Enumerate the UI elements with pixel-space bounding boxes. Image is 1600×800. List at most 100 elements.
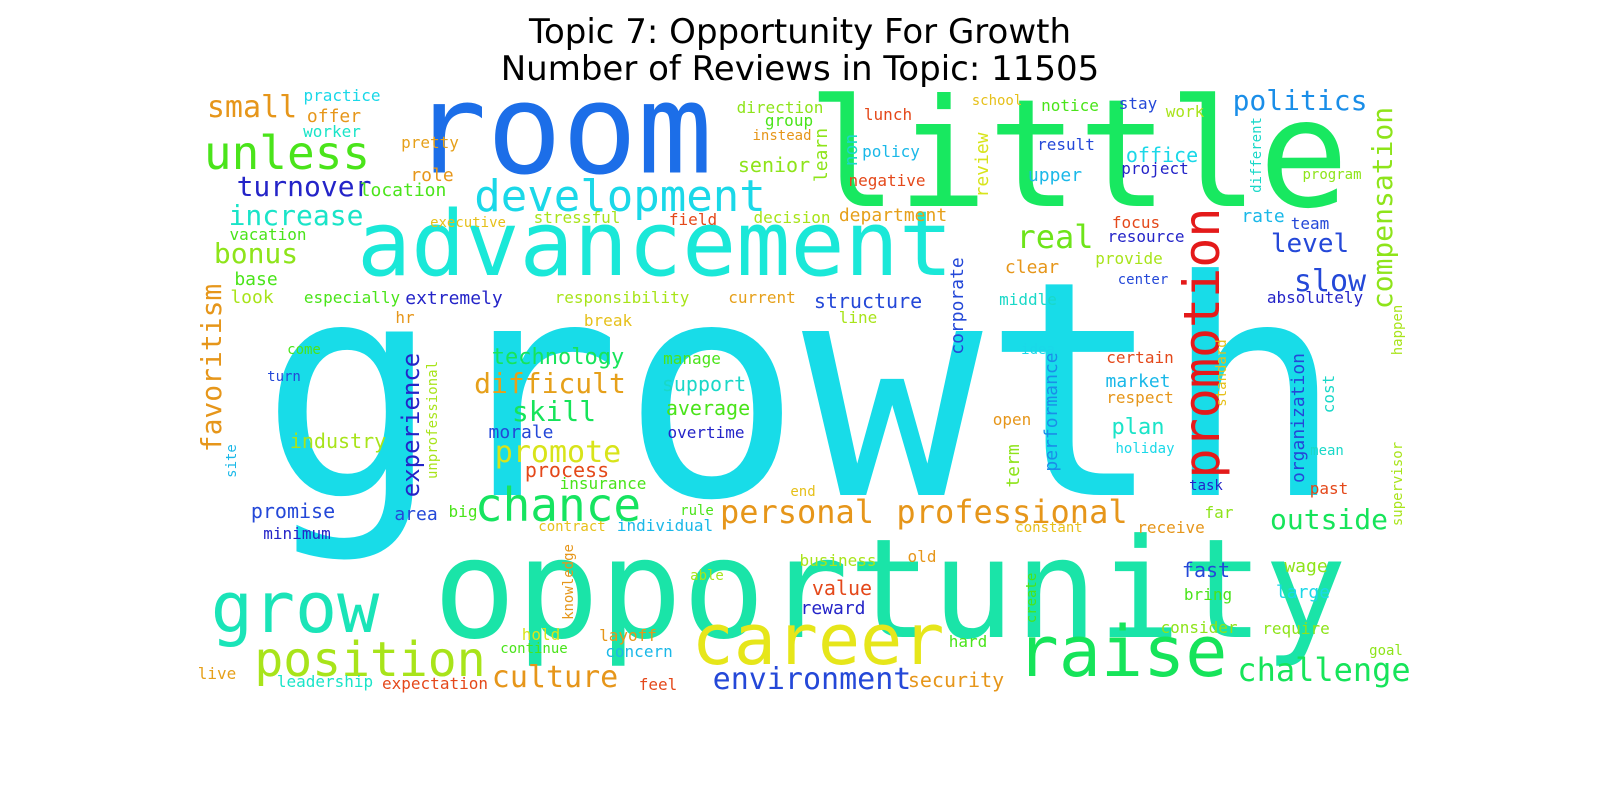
word-minimum: minimum [263, 524, 331, 543]
word-learn: learn [811, 127, 832, 183]
word-bring: bring [1183, 585, 1233, 604]
word-rate: rate [1241, 206, 1285, 227]
word-unless: unless [203, 126, 371, 180]
word-office: office [1125, 143, 1199, 167]
word-clear: clear [1004, 257, 1060, 278]
word-compensation: compensation [1366, 106, 1399, 310]
word-promise: promise [250, 499, 336, 523]
word-standard: standard [1214, 339, 1230, 407]
word-review: review [972, 132, 993, 198]
word-require: require [1262, 619, 1330, 638]
word-reward: reward [800, 598, 866, 619]
word-real: real [1016, 218, 1094, 256]
word-challenge: challenge [1237, 651, 1411, 689]
word-area: area [394, 504, 438, 525]
word-hard: hard [948, 632, 988, 651]
word-current: current [728, 288, 796, 307]
word-plan: plan [1111, 415, 1165, 440]
word-happen: happen [1390, 304, 1406, 356]
word-idea: idea [1021, 342, 1055, 358]
word-insurance: insurance [559, 474, 647, 493]
word-feel: feel [638, 675, 678, 694]
word-provide: provide [1095, 249, 1163, 268]
word-senior: senior [737, 153, 811, 177]
word-professional: professional [896, 493, 1128, 531]
word-level: level [1270, 229, 1350, 259]
word-little: little [807, 68, 1349, 242]
word-position: position [254, 632, 486, 688]
word-turnover: turnover [236, 170, 372, 203]
word-able: able [690, 568, 724, 584]
word-executive: executive [430, 215, 506, 231]
word-rule: rule [680, 503, 714, 519]
word-notice: notice [1041, 96, 1099, 115]
word-extremely: extremely [405, 288, 503, 309]
word-fast: fast [1181, 558, 1231, 582]
word-concern: concern [605, 642, 673, 661]
word-security: security [907, 668, 1005, 692]
word-unprofessional: unprofessional [425, 360, 441, 480]
word-constant: constant [1015, 520, 1083, 536]
word-holiday: holiday [1115, 441, 1175, 457]
word-morale: morale [488, 422, 554, 443]
word-consider: consider [1160, 618, 1238, 637]
word-resource: resource [1107, 227, 1185, 246]
word-focus: focus [1111, 213, 1161, 232]
word-continue: continue [500, 641, 568, 657]
word-direction: direction [736, 98, 824, 117]
word-open: open [992, 410, 1032, 429]
word-term: term [1003, 444, 1024, 488]
word-culture: culture [491, 660, 619, 695]
word-worker: worker [303, 122, 361, 141]
word-structure: structure [813, 289, 923, 313]
word-knowledge: knowledge [561, 544, 577, 620]
word-promote: promote [494, 435, 622, 470]
word-lunch: lunch [863, 105, 913, 124]
word-line: line [838, 308, 878, 327]
word-market: market [1105, 371, 1171, 392]
figure-title-line-2: Number of Reviews in Topic: 11505 [500, 49, 1100, 89]
word-upper: upper [1027, 165, 1083, 186]
word-vacation: vacation [229, 225, 307, 244]
word-absolutely: absolutely [1266, 288, 1364, 307]
word-development: development [474, 171, 766, 222]
word-grow: grow [210, 567, 380, 649]
word-respect: respect [1106, 388, 1174, 407]
word-career: career [691, 599, 945, 681]
word-manage: manage [663, 349, 721, 368]
word-skill: skill [511, 395, 597, 428]
word-mean: mean [1310, 443, 1344, 459]
word-process: process [524, 458, 610, 482]
word-raise: raise [1016, 611, 1228, 693]
word-slow: slow [1293, 264, 1367, 299]
word-instead: instead [752, 128, 812, 144]
word-come: come [287, 342, 321, 358]
word-live: live [197, 664, 237, 683]
word-stay: stay [1118, 94, 1158, 113]
word-stressful: stressful [533, 208, 621, 227]
word-business: business [799, 551, 877, 570]
word-policy: policy [862, 142, 920, 161]
word-project: project [1121, 159, 1189, 178]
word-task: task [1189, 478, 1223, 494]
word-support: support [661, 372, 747, 396]
word-different: different [1249, 117, 1265, 193]
word-non: non [841, 133, 862, 167]
word-big: big [448, 502, 478, 521]
word-bonus: bonus [213, 237, 299, 270]
word-far: far [1204, 503, 1234, 522]
word-personal: personal [719, 493, 875, 531]
word-pretty: pretty [401, 133, 459, 152]
word-create: create [1024, 572, 1040, 624]
word-layoff: layoff [599, 626, 657, 645]
word-overtime: overtime [667, 423, 745, 442]
word-old: old [907, 547, 937, 566]
word-hr: hr [395, 308, 415, 327]
word-site: site [224, 444, 240, 478]
word-contract: contract [538, 519, 606, 535]
word-wage: wage [1284, 556, 1328, 577]
word-group: group [764, 111, 814, 130]
word-field: field [668, 210, 718, 229]
